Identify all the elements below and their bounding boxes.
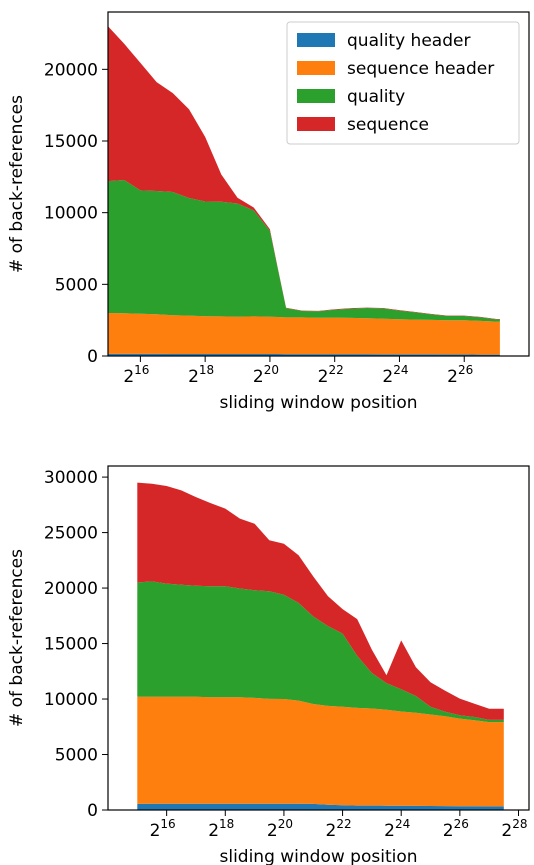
x-tick-exponent: 22 xyxy=(328,363,343,377)
y-tick-label: 0 xyxy=(87,801,98,821)
x-tick-base: 2 xyxy=(318,367,329,387)
x-axis-label: sliding window position xyxy=(219,847,417,865)
x-tick-exponent: 20 xyxy=(264,363,279,377)
x-tick-exponent: 24 xyxy=(393,363,408,377)
x-tick-base: 2 xyxy=(384,821,395,841)
legend-entry: quality header xyxy=(347,31,470,51)
legend-swatch xyxy=(297,33,335,47)
x-tick-label: 222 xyxy=(318,363,344,387)
legend-swatch xyxy=(297,61,335,75)
series-area-sequence xyxy=(108,26,500,320)
x-tick-exponent: 24 xyxy=(395,817,410,831)
x-tick-base: 2 xyxy=(443,821,454,841)
x-tick-base: 2 xyxy=(501,821,512,841)
x-tick-label: 220 xyxy=(253,363,279,387)
y-axis-label: # of back-references xyxy=(7,549,27,727)
x-tick-label: 218 xyxy=(208,817,234,841)
x-tick-label: 228 xyxy=(501,817,527,841)
series-area-sequence-header xyxy=(108,313,500,355)
x-tick-label: 216 xyxy=(150,817,176,841)
x-tick-label: 226 xyxy=(443,817,469,841)
y-tick-label: 20000 xyxy=(44,60,98,80)
x-tick-label: 220 xyxy=(267,817,293,841)
legend-swatch xyxy=(297,117,335,131)
x-tick-base: 2 xyxy=(267,821,278,841)
x-tick-base: 2 xyxy=(447,367,458,387)
x-tick-exponent: 28 xyxy=(512,817,527,831)
y-tick-label: 0 xyxy=(87,347,98,367)
x-tick-label: 218 xyxy=(188,363,214,387)
x-tick-base: 2 xyxy=(326,821,337,841)
legend-entry: sequence header xyxy=(347,59,494,79)
y-tick-label: 10000 xyxy=(44,204,98,224)
x-tick-label: 222 xyxy=(326,817,352,841)
x-tick-label: 224 xyxy=(384,817,410,841)
x-tick-exponent: 22 xyxy=(336,817,351,831)
y-tick-label: 15000 xyxy=(44,132,98,152)
x-tick-label: 216 xyxy=(123,363,149,387)
x-tick-exponent: 26 xyxy=(454,817,469,831)
y-tick-label: 10000 xyxy=(44,690,98,710)
y-tick-label: 5000 xyxy=(55,746,98,766)
x-tick-exponent: 16 xyxy=(134,363,149,377)
legend-entry: quality xyxy=(347,87,405,107)
x-tick-label: 226 xyxy=(447,363,473,387)
y-tick-label: 20000 xyxy=(44,579,98,599)
x-tick-base: 2 xyxy=(253,367,264,387)
y-tick-label: 30000 xyxy=(44,468,98,488)
x-tick-base: 2 xyxy=(150,821,161,841)
series-area-quality-header xyxy=(137,803,504,810)
x-tick-base: 2 xyxy=(382,367,393,387)
series-area-quality xyxy=(108,180,500,322)
legend-swatch xyxy=(297,89,335,103)
x-tick-base: 2 xyxy=(123,367,134,387)
y-tick-label: 5000 xyxy=(55,275,98,295)
x-tick-exponent: 20 xyxy=(278,817,293,831)
y-tick-label: 15000 xyxy=(44,635,98,655)
series-area-quality xyxy=(137,581,504,723)
series-area-sequence xyxy=(137,482,504,720)
plot-frame xyxy=(107,11,530,357)
x-tick-base: 2 xyxy=(208,821,219,841)
x-tick-exponent: 18 xyxy=(219,817,234,831)
x-axis-label: sliding window position xyxy=(219,393,417,413)
x-tick-exponent: 16 xyxy=(160,817,175,831)
x-tick-exponent: 26 xyxy=(458,363,473,377)
series-area-sequence-header xyxy=(137,696,504,807)
legend-box xyxy=(286,21,520,145)
plot-frame xyxy=(107,465,530,811)
y-tick-label: 25000 xyxy=(44,524,98,544)
y-axis-label: # of back-references xyxy=(7,95,27,273)
x-tick-base: 2 xyxy=(188,367,199,387)
x-tick-label: 224 xyxy=(382,363,408,387)
x-tick-exponent: 18 xyxy=(199,363,214,377)
legend-entry: sequence xyxy=(347,115,429,135)
